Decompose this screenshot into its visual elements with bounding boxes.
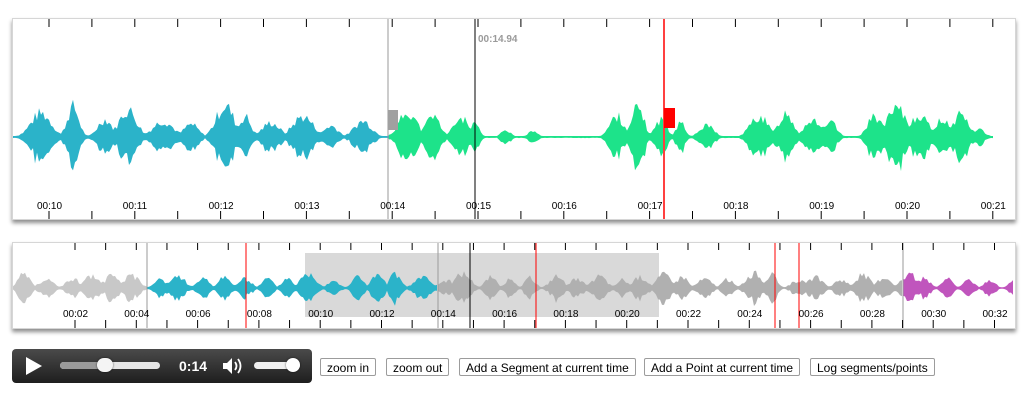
time-tick-label: 00:20 bbox=[895, 201, 920, 212]
time-tick-label: 00:20 bbox=[615, 309, 640, 320]
volume-slider[interactable] bbox=[254, 358, 300, 372]
segment-waveform bbox=[665, 104, 993, 172]
time-tick-label: 00:08 bbox=[247, 309, 272, 320]
time-tick-label: 00:18 bbox=[553, 309, 578, 320]
time-tick-label: 00:17 bbox=[638, 201, 663, 212]
overview[interactable]: 00:02 00:04 00:06 00:08 00:10 00:12 00:14 00:16… bbox=[12, 242, 1016, 329]
time-tick-label: 00:10 bbox=[37, 201, 62, 212]
zoom-out-button[interactable]: zoom out bbox=[386, 358, 450, 376]
controls-bar: 0:14 zoom in zoom out Add a Segment at c… bbox=[0, 349, 1034, 389]
time-tick-label: 00:04 bbox=[124, 309, 149, 320]
play-icon[interactable] bbox=[26, 357, 42, 375]
zoom-in-button[interactable]: zoom in bbox=[320, 358, 377, 376]
time-tick-label: 00:19 bbox=[809, 201, 834, 212]
audio-player: 0:14 bbox=[12, 349, 312, 383]
time-tick-label: 00:28 bbox=[860, 309, 885, 320]
waveform-teal bbox=[13, 99, 389, 171]
seek-progress bbox=[60, 362, 105, 369]
zoom-waveform[interactable]: 00:14.94 00:10 00:11 00:12 00:13 00:14 00:15 00… bbox=[13, 19, 1015, 219]
time-tick-label: 00:02 bbox=[63, 309, 88, 320]
add-point-button[interactable]: Add a Point at current time bbox=[644, 358, 801, 376]
time-tick-label: 00:11 bbox=[123, 201, 148, 212]
seek-slider[interactable] bbox=[60, 358, 160, 372]
time-tick-label: 00:10 bbox=[308, 309, 333, 320]
segment-waveform bbox=[389, 104, 663, 171]
overview-segment-purple bbox=[903, 272, 1013, 301]
volume-icon[interactable] bbox=[222, 357, 244, 375]
overview-waveform-gray bbox=[13, 272, 147, 304]
point-marker-handle bbox=[664, 108, 675, 128]
time-tick-label: 00:18 bbox=[723, 201, 748, 212]
time-tick-label: 00:14 bbox=[380, 201, 405, 212]
playhead-time-label: 00:14.94 bbox=[478, 34, 518, 45]
log-segments-button[interactable]: Log segments/points bbox=[810, 358, 935, 376]
time-tick-label: 00:16 bbox=[552, 201, 577, 212]
time-tick-label: 00:06 bbox=[186, 309, 211, 320]
time-tick-label: 00:12 bbox=[370, 309, 395, 320]
add-segment-button[interactable]: Add a Segment at current time bbox=[459, 358, 636, 376]
time-tick-label: 00:30 bbox=[921, 309, 946, 320]
segment-start-handle bbox=[388, 110, 398, 130]
current-time: 0:14 bbox=[179, 358, 208, 374]
overview-waveform[interactable]: 00:02 00:04 00:06 00:08 00:10 00:12 00:14 00:16… bbox=[13, 243, 1015, 328]
overview-segment-teal bbox=[147, 271, 437, 306]
time-tick-label: 00:15 bbox=[466, 201, 491, 212]
time-tick-label: 00:26 bbox=[799, 309, 824, 320]
volume-handle[interactable] bbox=[286, 358, 300, 372]
time-tick-label: 00:12 bbox=[209, 201, 234, 212]
zoom-view[interactable]: 00:14.94 00:10 00:11 00:12 00:13 00:14 00:15 00… bbox=[12, 18, 1016, 220]
time-tick-label: 00:21 bbox=[981, 201, 1006, 212]
time-tick-label: 00:32 bbox=[983, 309, 1008, 320]
time-tick-label: 00:24 bbox=[737, 309, 762, 320]
time-tick-label: 00:14 bbox=[431, 309, 456, 320]
overview-waveform-gray bbox=[438, 270, 902, 306]
time-tick-label: 00:16 bbox=[492, 309, 517, 320]
time-tick-label: 00:22 bbox=[676, 309, 701, 320]
time-tick-label: 00:13 bbox=[294, 201, 319, 212]
seek-handle[interactable] bbox=[97, 358, 113, 372]
